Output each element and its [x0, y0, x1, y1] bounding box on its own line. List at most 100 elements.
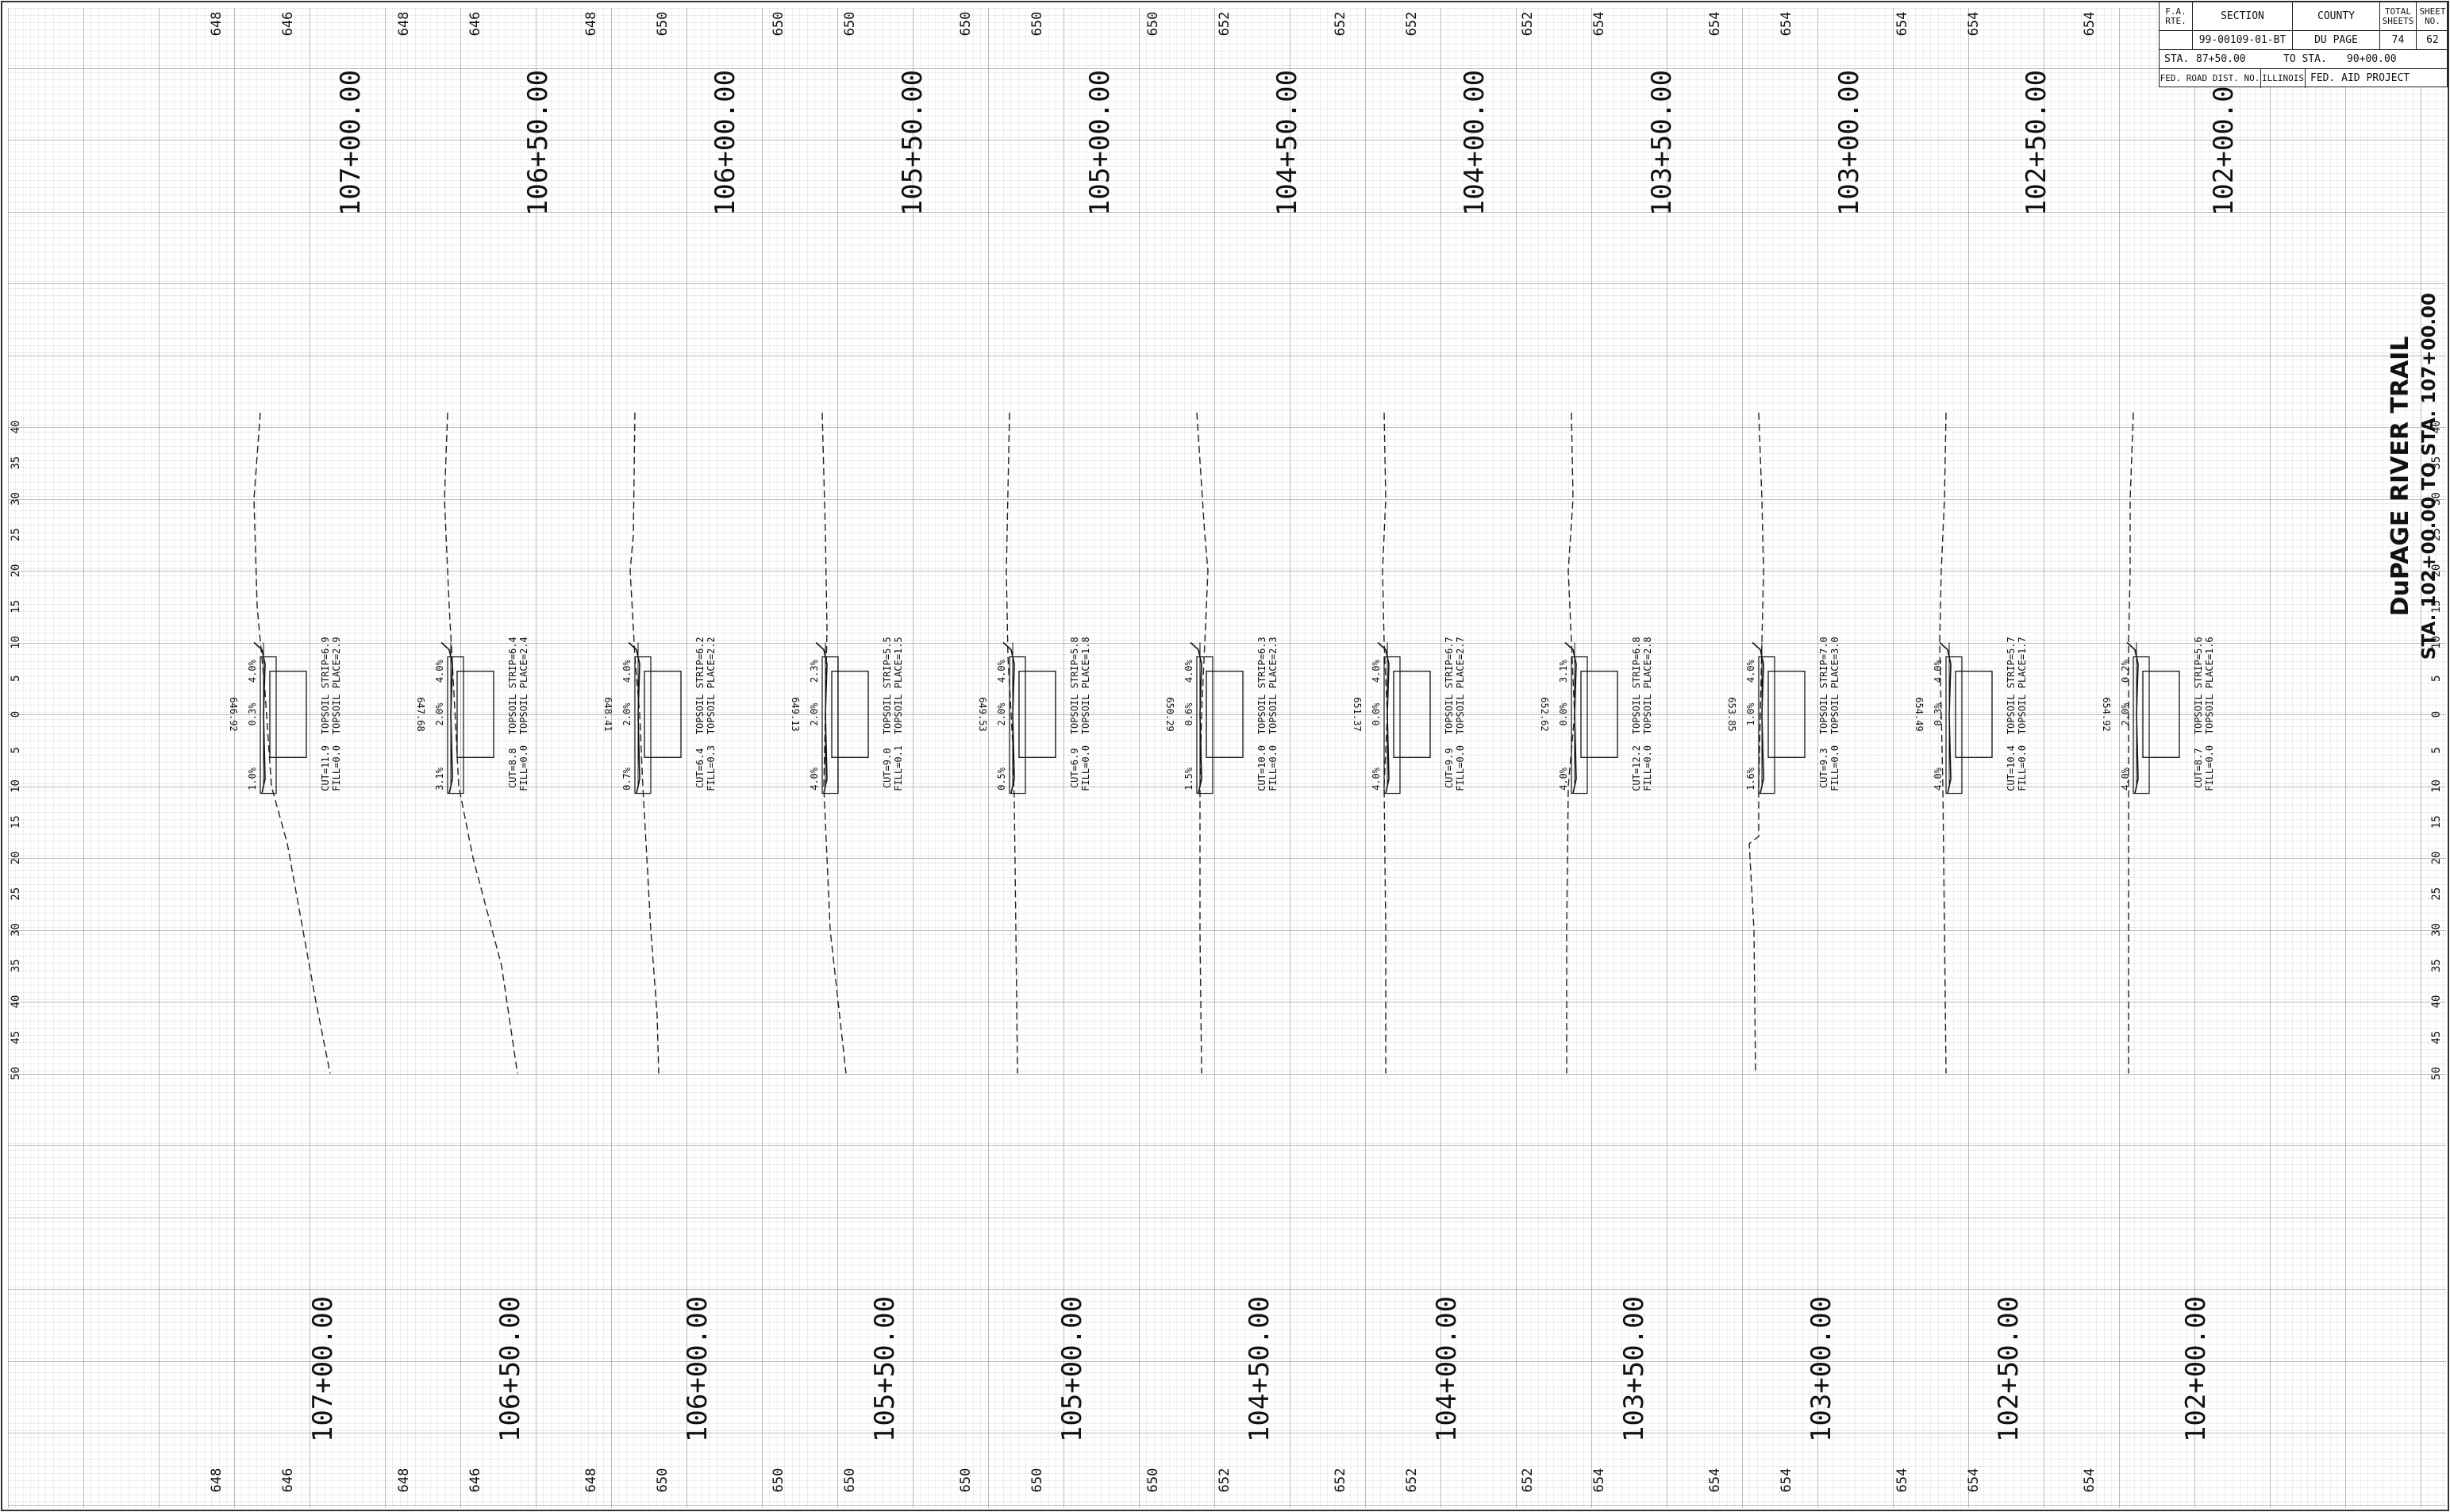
- offset-label: 25: [2430, 528, 2443, 541]
- slope-label: 2.0%: [434, 702, 445, 726]
- profile-grade-elevation: 648.41: [602, 697, 613, 731]
- offset-label: 40: [10, 421, 22, 434]
- station-label: 106+00.00: [682, 1296, 713, 1442]
- cross-section: 650 650 652 652 104+50.00 104+50.00 4.0% 0.6% 1.…: [1145, 12, 1303, 1493]
- offset-label: 45: [2430, 1031, 2443, 1045]
- pavement-box: [644, 671, 682, 758]
- proposed-grade-line: [1564, 641, 1577, 794]
- topsoil-place: TOPSOIL PLACE=2.4: [518, 637, 529, 734]
- topsoil-strip: TOPSOIL STRIP=6.3: [1256, 637, 1267, 734]
- offset-label: 15: [2430, 600, 2443, 614]
- profile-grade-elevation: 651.37: [1352, 697, 1363, 731]
- subgrade-box: [634, 656, 652, 794]
- pavement-box: [1955, 671, 1993, 758]
- cross-section: 648 648 646 646 106+50.00 106+50.00 4.0% 2.0% 3.…: [396, 12, 554, 1493]
- offset-label: 20: [10, 852, 22, 865]
- topsoil-place: TOPSOIL PLACE=1.7: [2017, 637, 2028, 734]
- elevation-label: 646: [467, 12, 483, 37]
- topsoil-strip: TOPSOIL STRIP=7.0: [1818, 637, 1829, 734]
- topsoil-place: TOPSOIL PLACE=2.8: [1642, 637, 1653, 734]
- station-label: 102+00.00: [2208, 70, 2240, 216]
- existing-ground-line: [1939, 412, 1947, 1074]
- subgrade-box: [1945, 656, 1963, 794]
- station-label: 103+50.00: [1618, 1296, 1650, 1442]
- proposed-grade-line: [815, 641, 828, 794]
- cross-section: 648 648 650 650 106+00.00 106+00.00 4.0% 2.0% 0.…: [583, 12, 741, 1493]
- cut-quantity: CUT=9.9: [1444, 748, 1455, 789]
- topsoil-strip: TOPSOIL STRIP=5.6: [2193, 637, 2204, 734]
- fill-quantity: FILL=0.0: [2017, 745, 2028, 791]
- station-label: 103+00.00: [1833, 70, 1865, 216]
- existing-ground-line: [1006, 412, 1018, 1074]
- proposed-grade-line: [1377, 641, 1390, 794]
- elevation-label: 654: [1894, 1468, 1910, 1493]
- topsoil-strip: TOPSOIL STRIP=6.7: [1444, 637, 1455, 734]
- existing-ground-line: [821, 412, 847, 1074]
- existing-ground-line: [1382, 412, 1388, 1074]
- fa-rte-value: [2160, 31, 2193, 49]
- sheet-no-label: SHEET NO.: [2419, 6, 2446, 26]
- slope-label: 2.0%: [809, 702, 820, 726]
- county-label: COUNTY: [2293, 2, 2380, 30]
- cut-quantity: CUT=11.9: [320, 745, 331, 791]
- offset-label: 30: [10, 492, 22, 506]
- elevation-label: 652: [1217, 12, 1233, 37]
- slope-label: 4.0%: [1745, 659, 1756, 683]
- subgrade-box: [821, 656, 839, 794]
- topsoil-strip: TOPSOIL STRIP=6.4: [507, 637, 518, 734]
- elevation-label: 648: [583, 1468, 599, 1493]
- total-sheets-value: 74: [2380, 31, 2417, 49]
- slope-label: 0.5%: [996, 767, 1007, 791]
- elevation-label: 648: [209, 12, 225, 37]
- profile-grade-elevation: 652.62: [1539, 697, 1550, 731]
- offset-label: 10: [2430, 636, 2443, 649]
- profile-grade-elevation: 653.85: [1726, 697, 1737, 731]
- slope-label: 4.0%: [1371, 659, 1382, 683]
- station-label: 105+00.00: [1084, 70, 1116, 216]
- elevation-label: 654: [1894, 12, 1910, 37]
- station-label: 103+50.00: [1646, 70, 1678, 216]
- offset-label: 20: [10, 564, 22, 578]
- cross-section: 654 654 654 654 102+50.00 102+50.00 4.0% 0.3% 4.…: [1894, 12, 2052, 1493]
- offset-label: 35: [2430, 959, 2443, 972]
- proposed-grade-line: [253, 641, 266, 794]
- subgrade-box: [1009, 656, 1026, 794]
- subgrade-box: [1571, 656, 1588, 794]
- fa-rte-label: F.A. RTE.: [2160, 2, 2193, 30]
- station-label: 105+50.00: [869, 1296, 901, 1442]
- station-label: 105+00.00: [1056, 1296, 1088, 1442]
- elevation-label: 654: [1779, 12, 1794, 37]
- station-label: 107+00.00: [307, 1296, 339, 1442]
- station-label: 104+50.00: [1244, 1296, 1275, 1442]
- elevation-label: 650: [842, 1468, 858, 1493]
- existing-ground-line: [2128, 412, 2134, 1074]
- topsoil-place: TOPSOIL PLACE=1.5: [893, 637, 904, 734]
- elevation-label: 654: [2082, 12, 2098, 37]
- cross-section: 650 650 650 650 105+00.00 105+00.00 4.0% 2.0% 0.…: [958, 12, 1116, 1493]
- proposed-grade-line: [1190, 641, 1202, 794]
- elevation-label: 652: [1217, 1468, 1233, 1493]
- proposed-grade-line: [1939, 641, 1952, 794]
- slope-label: 1.0%: [247, 767, 258, 791]
- cut-quantity: CUT=6.9: [1069, 748, 1080, 789]
- major-grid: [8, 8, 2446, 1508]
- slope-label: 2.0%: [621, 702, 633, 726]
- offset-label: 25: [10, 528, 22, 541]
- title-line-1: DuPAGE RIVER TRAIL: [2387, 337, 2414, 617]
- topsoil-strip: TOPSOIL STRIP=5.5: [882, 637, 893, 734]
- offset-label: 15: [10, 600, 22, 614]
- pavement-box: [456, 671, 494, 758]
- fill-quantity: FILL=0.0: [331, 745, 342, 791]
- elevation-label: 654: [1591, 12, 1607, 37]
- elevation-label: 648: [209, 1468, 225, 1493]
- station-label: 107+00.00: [335, 70, 367, 216]
- slope-label: 3.1%: [1558, 659, 1569, 683]
- slope-label: 0.6%: [1183, 702, 1194, 726]
- elevation-label: 652: [1520, 12, 1536, 37]
- slope-label: 2.0%: [996, 702, 1007, 726]
- sta-from-value: 87+50.00: [2196, 52, 2246, 65]
- pavement-box: [1767, 671, 1806, 758]
- slope-label: 1.6%: [1745, 767, 1756, 791]
- title-block: F.A. RTE. SECTION COUNTY TOTAL SHEETS SH…: [2159, 2, 2448, 88]
